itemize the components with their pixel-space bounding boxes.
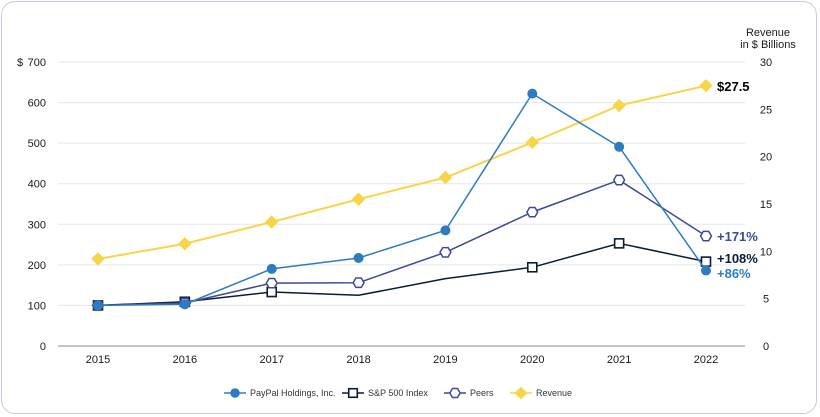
legend-swatch-marker <box>230 388 240 398</box>
right-tick-label: 30 <box>760 57 772 69</box>
left-tick-label: 400 <box>28 179 46 191</box>
right-axis: 0 5 10 15 20 25 30 <box>760 57 772 353</box>
end-label-revenue: $27.5 <box>717 79 750 94</box>
data-point-paypal <box>440 225 451 236</box>
right-tick-label: 15 <box>760 199 772 211</box>
series-line-peers <box>97 179 707 307</box>
legend-label-revenue: Revenue <box>536 388 572 398</box>
series-paypal <box>93 88 711 311</box>
left-axis-currency: $ <box>17 57 23 69</box>
data-point-peers <box>265 277 278 289</box>
x-tick-label: 2017 <box>259 354 283 366</box>
right-axis-title-line2: in $ Billions <box>740 39 796 51</box>
left-tick-label: 300 <box>28 219 46 231</box>
x-tick-label: 2015 <box>86 354 110 366</box>
data-point-revenue <box>438 170 453 185</box>
data-point-revenue <box>612 98 626 113</box>
data-point-paypal <box>93 300 103 311</box>
x-tick-label: 2018 <box>346 354 370 366</box>
x-tick-label: 2022 <box>694 354 718 366</box>
legend-swatch-marker <box>347 387 359 399</box>
legend-item-paypal: PayPal Holdings, Inc. <box>224 388 336 398</box>
left-tick-label: 700 <box>28 57 46 69</box>
data-point-paypal <box>614 141 625 152</box>
right-tick-label: 5 <box>763 294 769 306</box>
data-point-paypal <box>701 265 711 276</box>
x-tick-label: 2019 <box>433 354 457 366</box>
series-line-revenue <box>97 84 707 260</box>
right-axis-title-line1: Revenue <box>746 27 790 39</box>
right-tick-label: 25 <box>760 104 772 116</box>
data-point-peers <box>439 246 452 258</box>
legend-label-sp500: S&P 500 Index <box>368 388 428 398</box>
x-tick-label: 2016 <box>173 354 197 366</box>
end-labels: $27.5 +108% +171% +86% <box>717 79 758 281</box>
legend-item-sp500: S&P 500 Index <box>342 387 428 399</box>
data-point-peers <box>699 230 713 242</box>
left-tick-label: 100 <box>28 300 46 312</box>
data-point-sp500 <box>613 238 625 249</box>
data-point-paypal <box>353 252 364 263</box>
left-axis: 0 100 200 300 400 500 600 700 $ <box>17 57 46 353</box>
right-tick-label: 0 <box>763 341 769 353</box>
x-tick-label: 2021 <box>607 354 631 366</box>
data-point-revenue <box>525 135 539 150</box>
series-revenue <box>91 78 713 266</box>
x-tick-label: 2020 <box>520 354 544 366</box>
data-point-sp500 <box>526 261 538 273</box>
left-tick-label: 0 <box>40 341 46 353</box>
data-point-revenue <box>178 237 192 251</box>
legend-label-paypal: PayPal Holdings, Inc. <box>250 388 336 398</box>
data-point-paypal <box>266 263 277 274</box>
data-point-peers <box>352 277 365 289</box>
right-tick-label: 20 <box>760 152 772 164</box>
left-tick-label: 200 <box>28 260 46 272</box>
left-tick-label: 600 <box>28 98 46 110</box>
data-point-paypal <box>179 299 190 310</box>
legend-swatch-marker <box>514 386 528 400</box>
end-label-paypal: +86% <box>717 266 751 281</box>
data-point-sp500 <box>266 286 278 298</box>
data-point-paypal <box>527 88 538 99</box>
x-axis: 2015 2016 2017 2018 2019 2020 2021 2022 <box>86 354 718 366</box>
data-point-revenue <box>91 252 105 266</box>
legend-item-revenue: Revenue <box>510 386 572 400</box>
legend-swatch-marker <box>449 387 461 399</box>
left-tick-label: 500 <box>28 138 46 150</box>
data-point-revenue <box>351 192 366 206</box>
end-label-sp500: +108% <box>717 251 758 266</box>
right-tick-label: 10 <box>760 246 772 258</box>
end-label-peers: +171% <box>717 229 758 244</box>
legend-item-peers: Peers <box>444 387 494 399</box>
series-layer <box>91 78 713 311</box>
series-line-paypal <box>97 92 707 307</box>
legend: PayPal Holdings, Inc. S&P 500 Index Peers R… <box>224 386 572 400</box>
data-point-peers <box>526 206 539 218</box>
data-point-revenue <box>265 215 279 229</box>
series-line-sp500 <box>97 242 707 307</box>
data-point-peers <box>612 174 626 186</box>
legend-label-peers: Peers <box>470 388 494 398</box>
data-point-revenue <box>699 78 713 93</box>
